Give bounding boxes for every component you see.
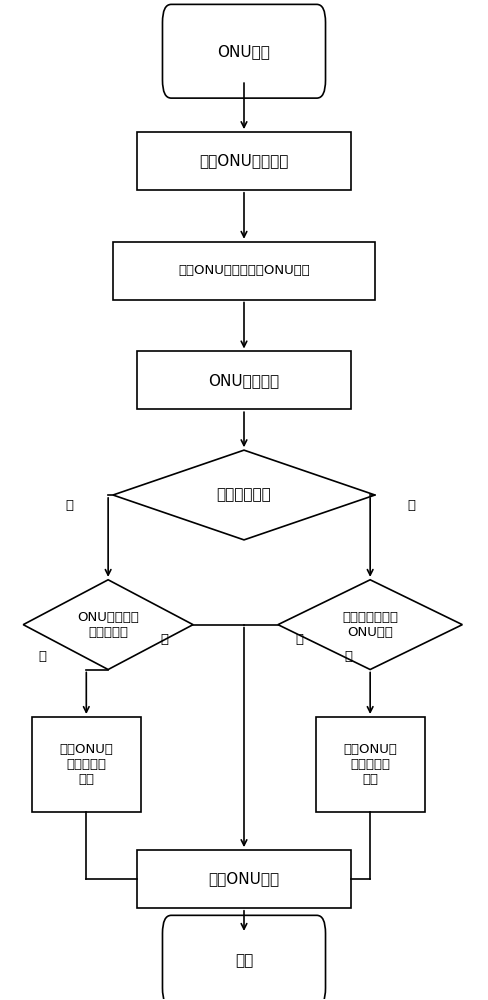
Text: 是: 是 (296, 633, 304, 646)
Polygon shape (23, 580, 193, 670)
Bar (316, 717, 425, 812)
Bar (137, 850, 351, 908)
Text: 采集ONU认证标识，ONU型号: 采集ONU认证标识，ONU型号 (178, 264, 310, 277)
Text: 产生ONU型
号不支持告
警。: 产生ONU型 号不支持告 警。 (343, 743, 397, 786)
Text: ONU认证授权: ONU认证授权 (208, 373, 280, 388)
Bar (113, 242, 375, 300)
Text: 结束: 结束 (235, 953, 253, 968)
Polygon shape (278, 580, 462, 670)
Text: ONU型号是否
与配置匹配: ONU型号是否 与配置匹配 (77, 611, 139, 639)
Text: 是: 是 (160, 633, 168, 646)
Text: 否: 否 (345, 650, 352, 663)
Bar (32, 717, 141, 812)
Bar (137, 132, 351, 190)
Text: 是否有预配置: 是否有预配置 (217, 488, 271, 503)
Text: ONU上线: ONU上线 (218, 44, 270, 59)
Text: 否: 否 (39, 650, 47, 663)
FancyBboxPatch shape (163, 915, 325, 1000)
FancyBboxPatch shape (163, 4, 325, 98)
Text: 产生ONU型
号不匹配告
警。: 产生ONU型 号不匹配告 警。 (60, 743, 113, 786)
Bar (137, 351, 351, 409)
Text: 下发ONU配置: 下发ONU配置 (208, 871, 280, 886)
Polygon shape (113, 450, 375, 540)
Text: 是否系统支持的
ONU型号: 是否系统支持的 ONU型号 (342, 611, 398, 639)
Text: 收到ONU注册消息: 收到ONU注册消息 (199, 153, 289, 168)
Text: 否: 否 (407, 499, 415, 512)
Text: 是: 是 (65, 499, 73, 512)
